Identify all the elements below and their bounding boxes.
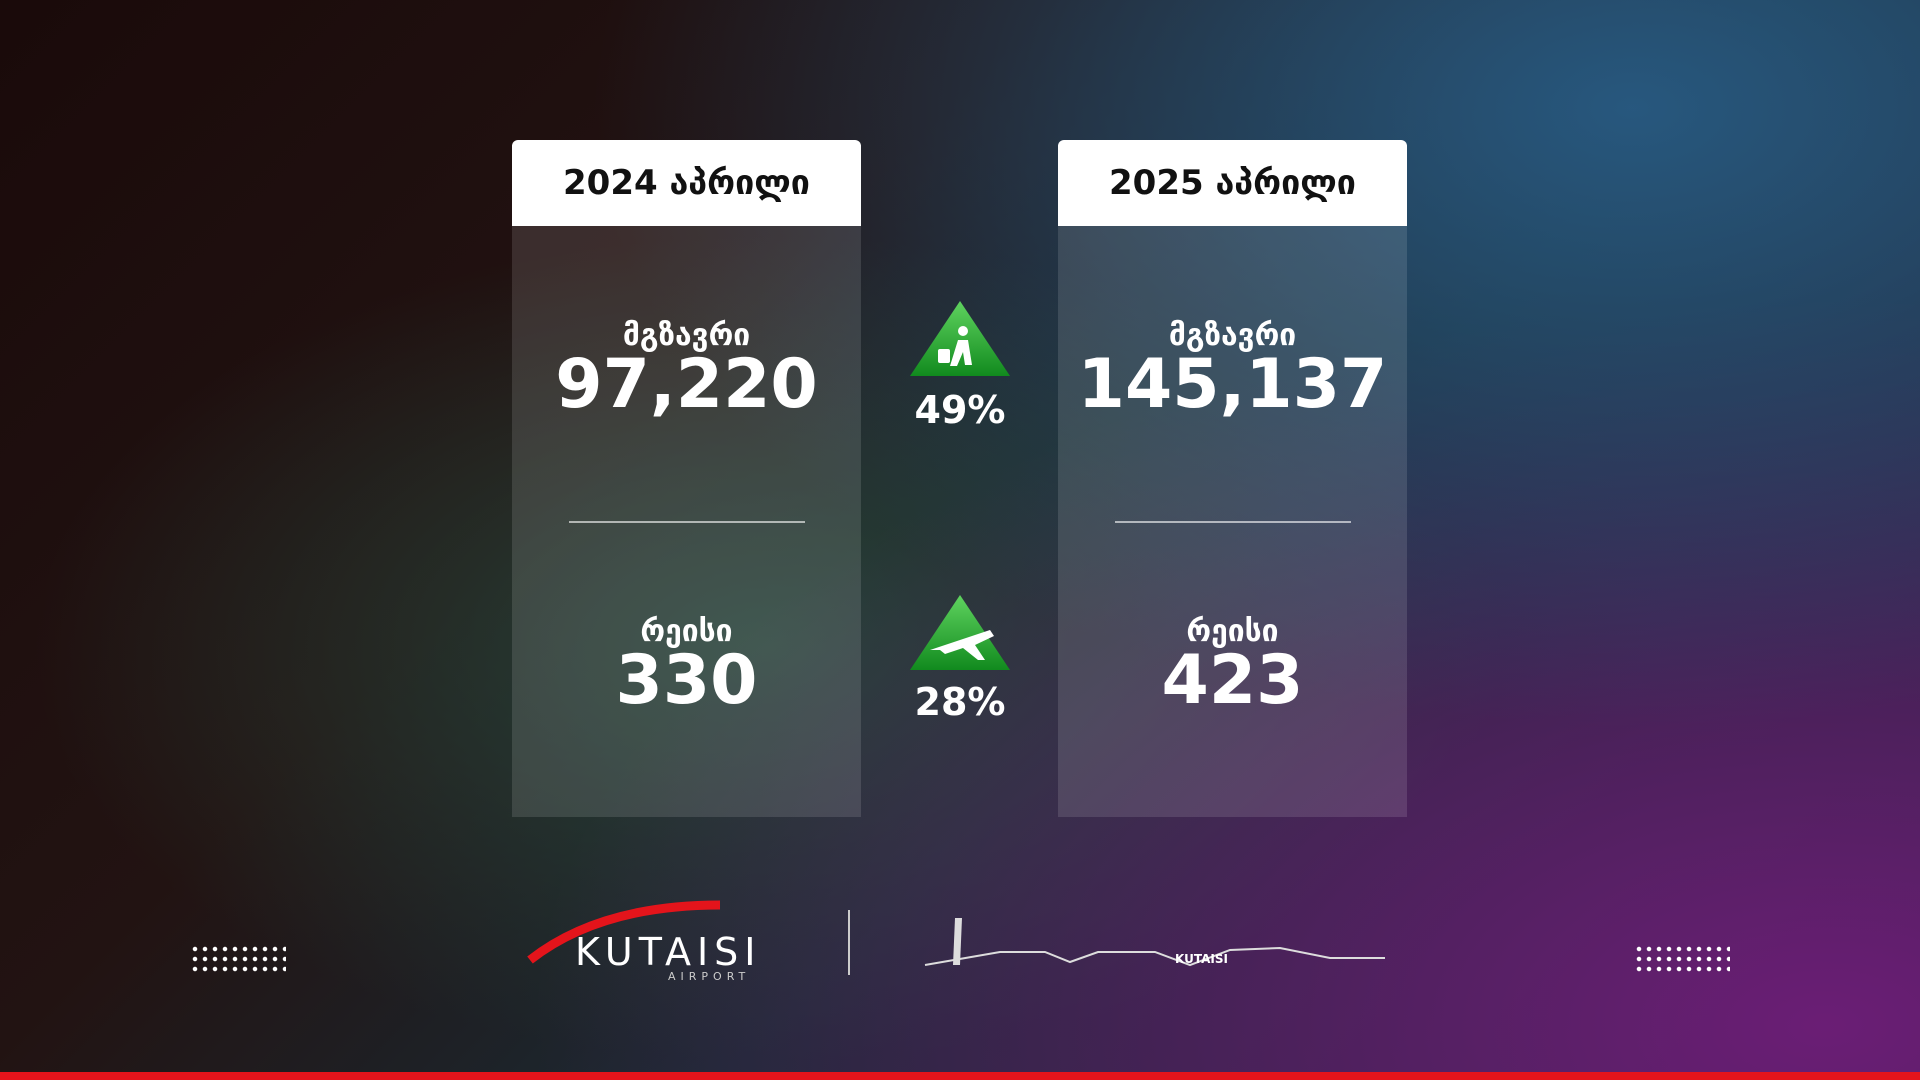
flights-label: რეისი bbox=[640, 614, 733, 649]
icon bbox=[958, 326, 968, 336]
divider bbox=[1115, 521, 1351, 523]
flights-label: რეისი bbox=[1186, 614, 1279, 649]
bottom-bar bbox=[0, 1072, 1920, 1080]
icon bbox=[950, 340, 972, 366]
up-arrow bbox=[910, 301, 1010, 376]
logo-swoosh bbox=[527, 900, 721, 964]
column-header: 2024 აპრილი bbox=[512, 140, 861, 226]
logo-sub: AIRPORT bbox=[668, 970, 751, 983]
column-header: 2025 აპრილი bbox=[1058, 140, 1407, 226]
divider bbox=[569, 521, 805, 523]
flights-change: 28% bbox=[914, 680, 1006, 724]
up-arrow bbox=[910, 595, 1010, 670]
passengers-value: 145,137 bbox=[1077, 345, 1388, 424]
tower bbox=[953, 918, 962, 965]
flights-value: 330 bbox=[615, 641, 758, 720]
dots bbox=[190, 944, 286, 972]
passengers-label: მგზავრი bbox=[1168, 318, 1297, 353]
logo-badge: KUTAISI bbox=[1175, 952, 1228, 966]
skyline bbox=[924, 946, 1385, 967]
dots bbox=[1634, 944, 1730, 972]
icon bbox=[930, 630, 994, 660]
flights-value: 423 bbox=[1161, 641, 1304, 720]
logo-name: KUTAISI bbox=[575, 930, 762, 974]
passengers-change: 49% bbox=[914, 388, 1006, 432]
passengers-label: მგზავრი bbox=[622, 318, 751, 353]
passengers-value: 97,220 bbox=[555, 345, 818, 424]
icon bbox=[938, 349, 950, 363]
